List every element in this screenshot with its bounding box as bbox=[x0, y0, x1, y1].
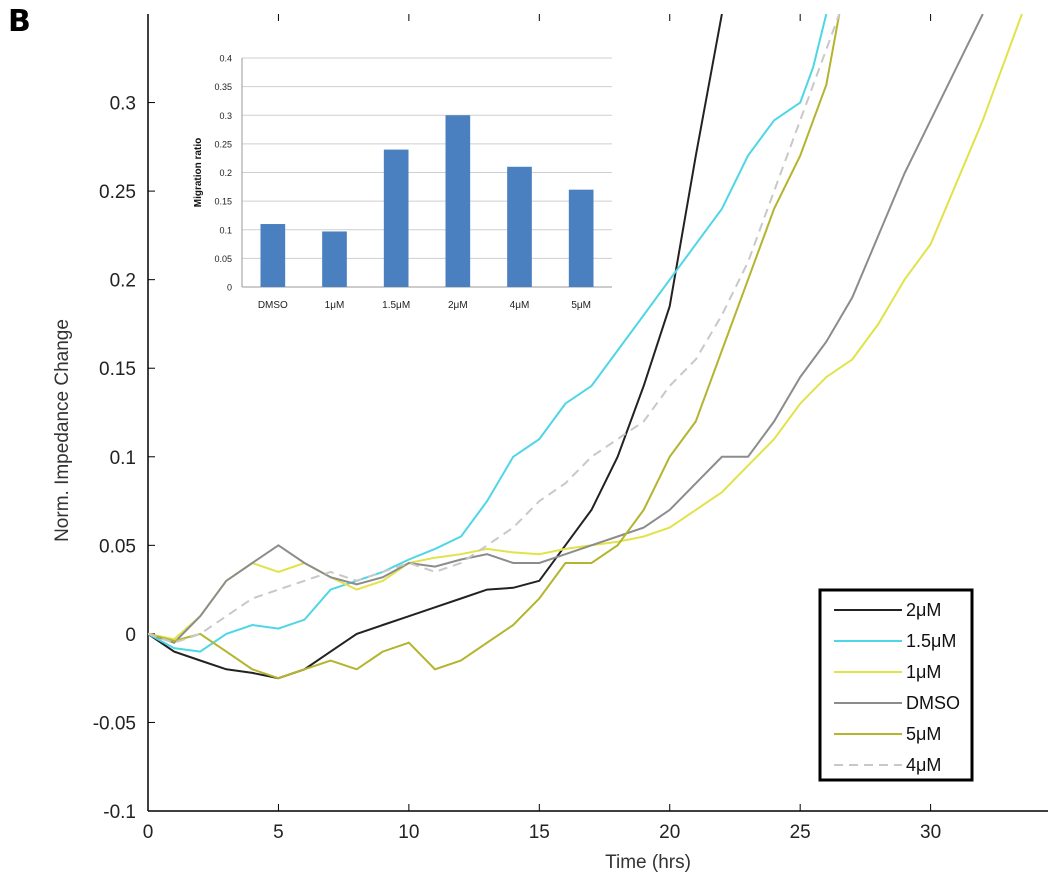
x-tick-label: 25 bbox=[790, 822, 811, 843]
legend: 2μM 1.5μM 1μM DMSO 5μM 4μM bbox=[818, 588, 974, 782]
y-axis-label: Norm. Impedance Change bbox=[52, 319, 73, 542]
inset-y-tick-label: 0.35 bbox=[214, 82, 232, 92]
inset-bar bbox=[383, 149, 409, 287]
legend-label: 4μM bbox=[906, 755, 941, 775]
series-line-5μM bbox=[148, 14, 841, 680]
inset-y-tick-label: 0.3 bbox=[219, 111, 232, 121]
inset-y-tick-label: 0 bbox=[227, 283, 232, 293]
inset-y-tick-label: 0.05 bbox=[214, 254, 232, 264]
panel-label: B bbox=[8, 4, 31, 39]
x-tick-label: 10 bbox=[398, 822, 419, 843]
inset-bar bbox=[568, 189, 594, 287]
x-tick-label: 0 bbox=[143, 822, 154, 843]
y-tick-label: -0.1 bbox=[103, 802, 136, 823]
y-tick-label: 0.3 bbox=[110, 94, 136, 115]
legend-label: 1μM bbox=[906, 662, 941, 682]
inset-bar bbox=[445, 115, 471, 287]
inset-bar bbox=[507, 166, 532, 287]
inset-x-tick-label: 1μM bbox=[325, 300, 345, 311]
inset-y-tick-label: 0.1 bbox=[219, 225, 232, 235]
legend-label: DMSO bbox=[906, 693, 960, 713]
inset-y-tick-label: 0.4 bbox=[219, 54, 232, 64]
inset-bar-chart: 0 0.05 0.1 0.15 0.2 0.25 0.3 0.35 0.4 DMSO 1μM 1.5μ… bbox=[193, 54, 612, 311]
y-tick-label: 0.2 bbox=[110, 271, 136, 292]
x-tick-label: 30 bbox=[920, 822, 941, 843]
legend-label: 5μM bbox=[906, 724, 941, 744]
series-line-DMSO bbox=[148, 14, 984, 644]
inset-y-axis-label: Migration ratio bbox=[193, 138, 204, 207]
inset-bar bbox=[260, 224, 286, 287]
inset-y-tick-label: 0.2 bbox=[219, 168, 232, 178]
series-line-2μM bbox=[148, 14, 723, 680]
x-tick-label: 20 bbox=[659, 822, 680, 843]
inset-bar bbox=[322, 231, 347, 287]
y-tick-label: 0.25 bbox=[99, 182, 136, 203]
legend-label: 1.5μM bbox=[906, 631, 956, 651]
series-lines bbox=[148, 14, 1023, 680]
y-tick-label: 0 bbox=[125, 625, 136, 646]
inset-y-tick-label: 0.15 bbox=[214, 197, 232, 207]
series-line-1.5μM bbox=[148, 14, 828, 653]
inset-y-tick-label: 0.25 bbox=[214, 139, 232, 149]
y-tick-label: 0.1 bbox=[110, 448, 136, 469]
inset-x-tick-label: 1.5μM bbox=[382, 300, 410, 311]
x-tick-label: 5 bbox=[273, 822, 284, 843]
inset-x-tick-label: 2μM bbox=[448, 300, 468, 311]
legend-box bbox=[818, 588, 974, 782]
y-tick-label: 0.05 bbox=[99, 536, 136, 557]
inset-x-tick-label: DMSO bbox=[258, 300, 288, 311]
y-tick-label: 0.15 bbox=[99, 359, 136, 380]
main-line-chart: 0 5 10 15 20 25 30-0.1-0.0500.050.10.150.20.25… bbox=[52, 14, 1048, 873]
legend-label: 2μM bbox=[906, 600, 941, 620]
inset-x-tick-label: 5μM bbox=[571, 300, 591, 311]
inset-x-tick-label: 4μM bbox=[510, 300, 530, 311]
x-tick-label: 15 bbox=[529, 822, 550, 843]
x-axis-label: Time (hrs) bbox=[605, 852, 691, 873]
y-tick-label: -0.05 bbox=[93, 713, 136, 734]
